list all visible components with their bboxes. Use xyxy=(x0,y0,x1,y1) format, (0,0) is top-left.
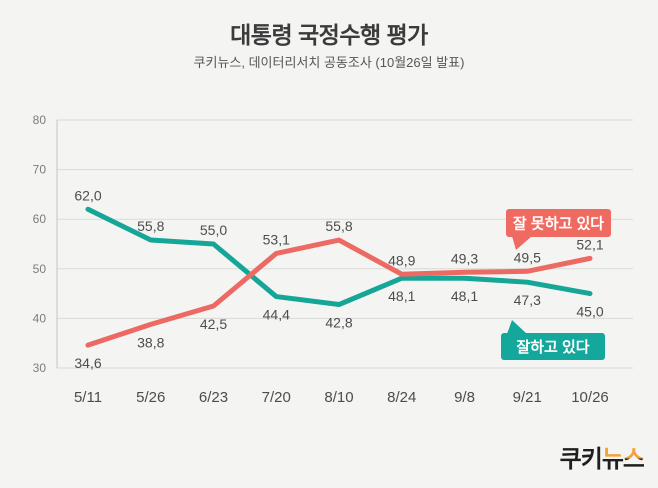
y-axis-tick-label: 30 xyxy=(33,361,47,375)
series-line xyxy=(85,206,593,308)
kukinews-logo: 쿠키뉴스 xyxy=(559,439,645,474)
x-axis-tick-label: 9/8 xyxy=(454,389,475,406)
page-title: 대통령 국정수행 평가 xyxy=(230,22,428,48)
value-label: 55,8 xyxy=(137,218,164,234)
legend-callout-bubble xyxy=(501,333,605,360)
value-label: 55,8 xyxy=(325,218,352,234)
legend-callout-label: 잘하고 있다 xyxy=(516,338,589,356)
value-label: 42,8 xyxy=(325,315,352,331)
value-label: 48,9 xyxy=(388,252,415,268)
y-axis-tick-label: 80 xyxy=(33,113,47,127)
value-label: 44,4 xyxy=(263,307,290,323)
value-label: 53,1 xyxy=(263,231,290,247)
value-label: 45,0 xyxy=(576,304,603,320)
value-label: 42,5 xyxy=(200,316,227,332)
x-axis-tick-label: 9/21 xyxy=(513,389,542,406)
legend-callout-label: 잘 못하고 있다 xyxy=(513,215,604,233)
value-label: 38,8 xyxy=(137,334,164,350)
x-axis-tick-label: 10/26 xyxy=(571,389,609,406)
value-label: 48,1 xyxy=(388,288,415,304)
y-axis-tick-label: 70 xyxy=(33,163,47,177)
y-axis-tick-label: 60 xyxy=(33,212,47,226)
logo-text-news: 뉴스 xyxy=(601,446,645,473)
value-label: 47,3 xyxy=(514,292,541,308)
value-label: 62,0 xyxy=(74,187,101,203)
x-axis-tick-label: 6/23 xyxy=(199,389,228,406)
chart-subtitle: 쿠키뉴스, 데이터리서치 공동조사 (10월26일 발표) xyxy=(193,55,465,70)
x-axis-tick-label: 5/11 xyxy=(74,389,102,406)
y-axis-tick-label: 50 xyxy=(33,262,47,276)
legend-callout-tail xyxy=(507,320,527,334)
x-axis-tick-label: 8/24 xyxy=(387,389,416,406)
logo-text-kuki: 쿠키 xyxy=(559,446,603,473)
x-axis-tick-label: 8/10 xyxy=(324,389,353,406)
value-label: 48,1 xyxy=(451,288,478,304)
value-label: 34,6 xyxy=(74,355,101,371)
x-axis-tick-label: 7/20 xyxy=(262,389,291,406)
y-axis-tick-label: 40 xyxy=(33,311,47,325)
series-line xyxy=(85,237,593,348)
value-label: 49,3 xyxy=(451,250,478,266)
value-label: 49,5 xyxy=(514,249,541,265)
legend-callout-bubble xyxy=(506,209,611,237)
x-axis-tick-label: 5/26 xyxy=(136,389,165,406)
value-label: 52,1 xyxy=(576,236,603,252)
value-label: 55,0 xyxy=(200,222,227,238)
legend-callout-tail xyxy=(512,236,532,250)
